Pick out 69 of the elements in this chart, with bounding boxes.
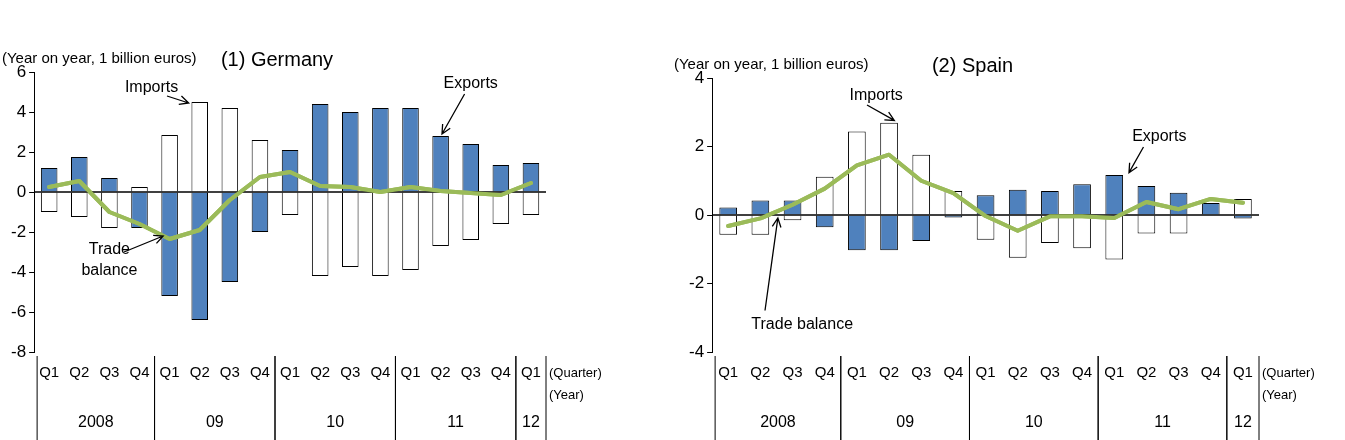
x-tick-label: Q4 [1200,363,1221,381]
text: Trade balance [751,315,854,333]
text: (Year) [1262,386,1297,402]
text: Exports [1132,126,1187,144]
chart-title: (2) Spain [931,53,1014,76]
x-tick-label: Q3 [1039,363,1060,381]
y-tick-label: 4 [16,101,27,121]
x-tick-label: Q1 [39,363,60,381]
x-tick-label: Q1 [846,363,867,381]
text: 10 [1024,413,1043,431]
y-axis-title: (Year on year, 1 billion euros) [674,54,869,72]
text: 12 [1234,413,1252,431]
x-tick-label: Q3 [219,363,240,381]
x-tick-label: Q4 [249,363,270,381]
y-tick-label: -2 [10,221,27,241]
x-tick-label: Q3 [340,363,361,381]
x-tick-label: Q1 [520,363,541,381]
y-tick-label: -8 [10,341,27,361]
y-tick-label: 2 [16,141,27,161]
x-tick-label: Q4 [490,363,511,381]
x-tick-label: Q2 [1007,363,1028,381]
text: (Quarter) [549,364,602,380]
chart-title: (1) Germany [220,47,334,70]
x-tick-label: Q2 [189,363,210,381]
text: 10 [326,413,345,431]
x-tick-label: Q2 [69,363,90,381]
series-label: Exports [443,74,498,92]
x-tick-label: Q1 [159,363,180,381]
x-tick-label: Q4 [129,363,150,381]
x-tick-label: Q2 [750,363,771,381]
y-tick-label: 2 [694,136,705,156]
text: 11 [1154,413,1171,431]
y-tick-label: -4 [688,341,705,361]
series-label: Trade balance [81,239,138,278]
x-tick-label: Q3 [1168,363,1189,381]
y-tick-label: -6 [10,301,27,321]
x-tick-label: Q2 [310,363,331,381]
series-label: Imports [849,85,903,103]
x-tick-label: Q4 [1072,363,1093,381]
text: (Year) [549,386,584,402]
text: 09 [205,413,224,431]
x-tick-label: Q1 [1232,363,1253,381]
x-tick-label: Q2 [1136,363,1157,381]
x-tick-label: Q1 [718,363,739,381]
x-tick-label: Q3 [460,363,481,381]
x-tick-label: Q3 [911,363,932,381]
x-tick-label: Q1 [1104,363,1125,381]
series-label: Imports [124,78,179,96]
x-tick-label: Q4 [943,363,964,381]
x-tick-label: Q1 [400,363,421,381]
text: 2008 [760,413,796,431]
text: 09 [896,413,915,431]
x-tick-label: Q2 [879,363,900,381]
y-tick-label: 0 [16,181,27,201]
x-tick-label: Q2 [430,363,451,381]
x-tick-label: Q1 [280,363,301,381]
x-tick-label: Q4 [370,363,391,381]
x-tick-label: Q4 [814,363,835,381]
text: 12 [522,413,540,431]
x-tick-label: Q3 [782,363,803,381]
x-tick-label: Q1 [975,363,996,381]
y-tick-label: -2 [688,273,705,293]
y-axis-title: (Year on year, 1 billion euros) [2,48,197,66]
x-tick-label: Q3 [99,363,120,381]
text: 2008 [78,413,114,431]
y-tick-label: -4 [10,261,27,281]
y-tick-label: 0 [694,204,705,224]
text: 11 [447,413,465,431]
text: (Quarter) [1262,364,1315,380]
